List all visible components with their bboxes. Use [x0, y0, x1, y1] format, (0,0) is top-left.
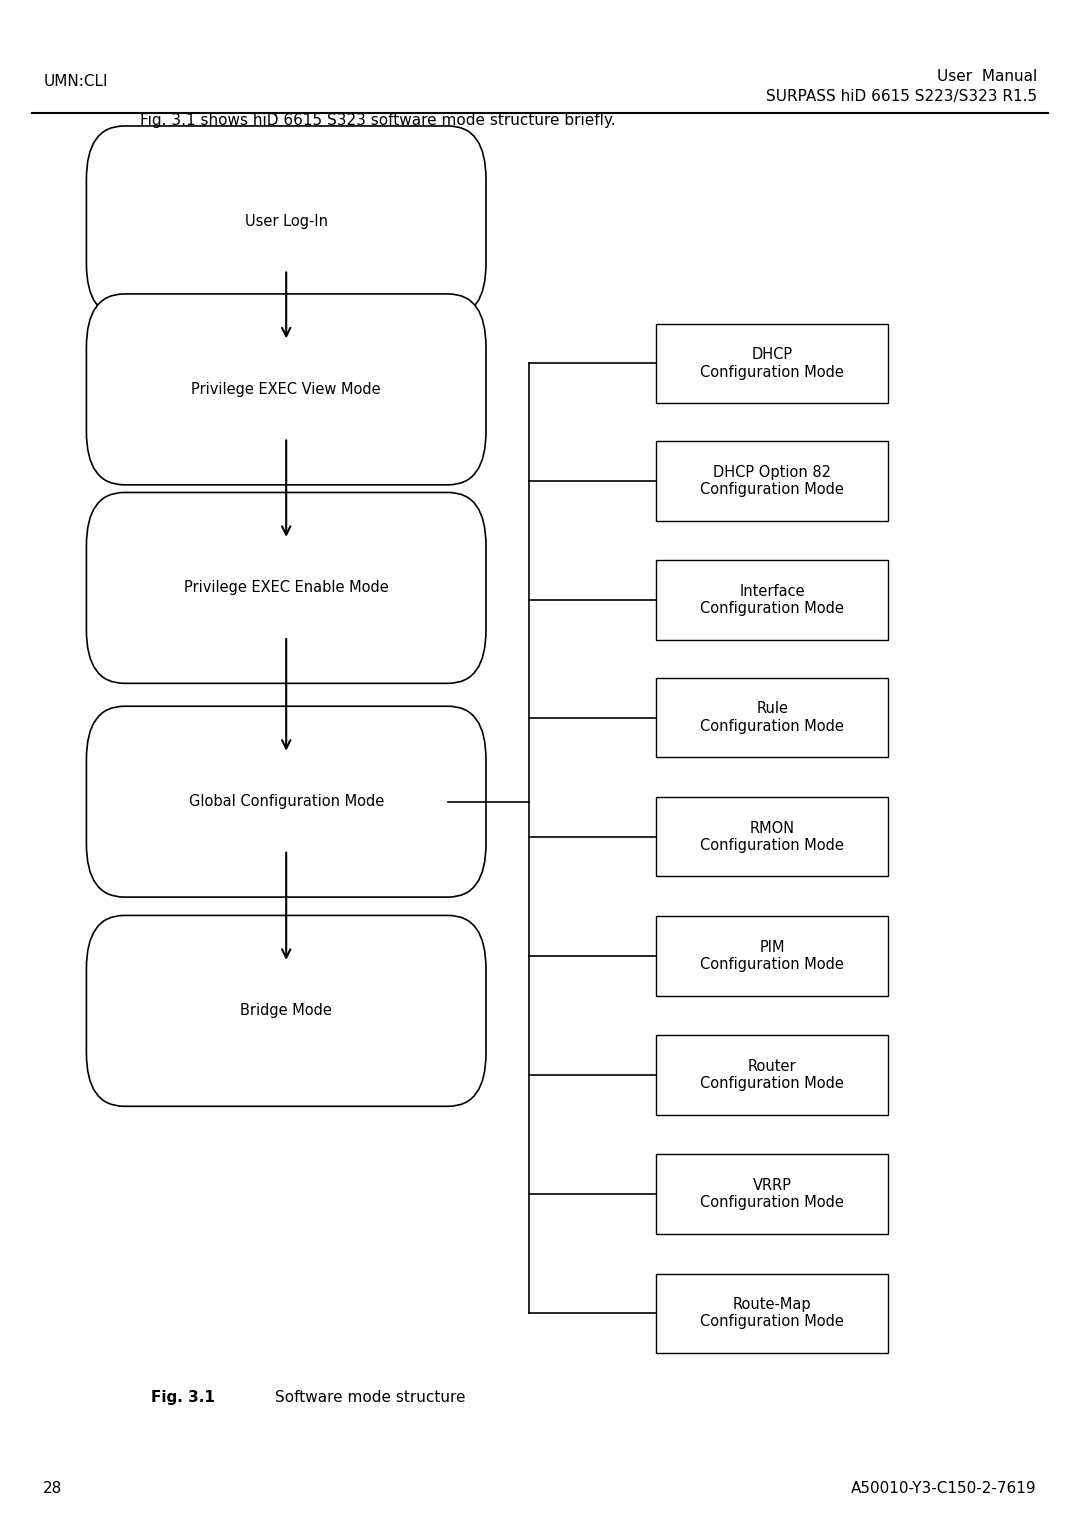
Text: A50010-Y3-C150-2-7619: A50010-Y3-C150-2-7619 [851, 1481, 1037, 1496]
Bar [656, 1035, 888, 1115]
Text: UMN:CLI: UMN:CLI [43, 73, 108, 89]
Bar [656, 678, 888, 757]
Text: 28: 28 [43, 1481, 63, 1496]
Text: Global Configuration Mode: Global Configuration Mode [189, 794, 383, 809]
Text: VRRP
Configuration Mode: VRRP Configuration Mode [700, 1177, 845, 1211]
FancyBboxPatch shape [86, 293, 486, 486]
FancyBboxPatch shape [86, 492, 486, 684]
Text: Fig. 3.1: Fig. 3.1 [151, 1390, 215, 1405]
Text: Rule
Configuration Mode: Rule Configuration Mode [700, 701, 845, 734]
Bar [656, 1154, 888, 1234]
Bar [656, 441, 888, 521]
Text: DHCP
Configuration Mode: DHCP Configuration Mode [700, 347, 845, 380]
FancyBboxPatch shape [86, 125, 486, 316]
Bar [656, 324, 888, 403]
Text: Privilege EXEC View Mode: Privilege EXEC View Mode [191, 382, 381, 397]
Text: DHCP Option 82
Configuration Mode: DHCP Option 82 Configuration Mode [700, 464, 845, 498]
Text: RMON
Configuration Mode: RMON Configuration Mode [700, 820, 845, 854]
Text: Software mode structure: Software mode structure [275, 1390, 465, 1405]
Bar [656, 797, 888, 876]
Text: Fig. 3.1 shows hiD 6615 S323 software mode structure briefly.: Fig. 3.1 shows hiD 6615 S323 software mo… [140, 113, 616, 128]
Text: PIM
Configuration Mode: PIM Configuration Mode [700, 939, 845, 973]
Bar [656, 1274, 888, 1353]
Text: Bridge Mode: Bridge Mode [240, 1003, 333, 1019]
Bar [656, 560, 888, 640]
Text: Interface
Configuration Mode: Interface Configuration Mode [700, 583, 845, 617]
FancyBboxPatch shape [86, 915, 486, 1106]
Text: Route-Map
Configuration Mode: Route-Map Configuration Mode [700, 1296, 845, 1330]
Text: User Log-In: User Log-In [245, 214, 327, 229]
Text: SURPASS hiD 6615 S223/S323 R1.5: SURPASS hiD 6615 S223/S323 R1.5 [766, 89, 1037, 104]
Text: Privilege EXEC Enable Mode: Privilege EXEC Enable Mode [184, 580, 389, 596]
FancyBboxPatch shape [86, 705, 486, 898]
Text: User  Manual: User Manual [936, 69, 1037, 84]
Text: Router
Configuration Mode: Router Configuration Mode [700, 1058, 845, 1092]
Bar [656, 916, 888, 996]
